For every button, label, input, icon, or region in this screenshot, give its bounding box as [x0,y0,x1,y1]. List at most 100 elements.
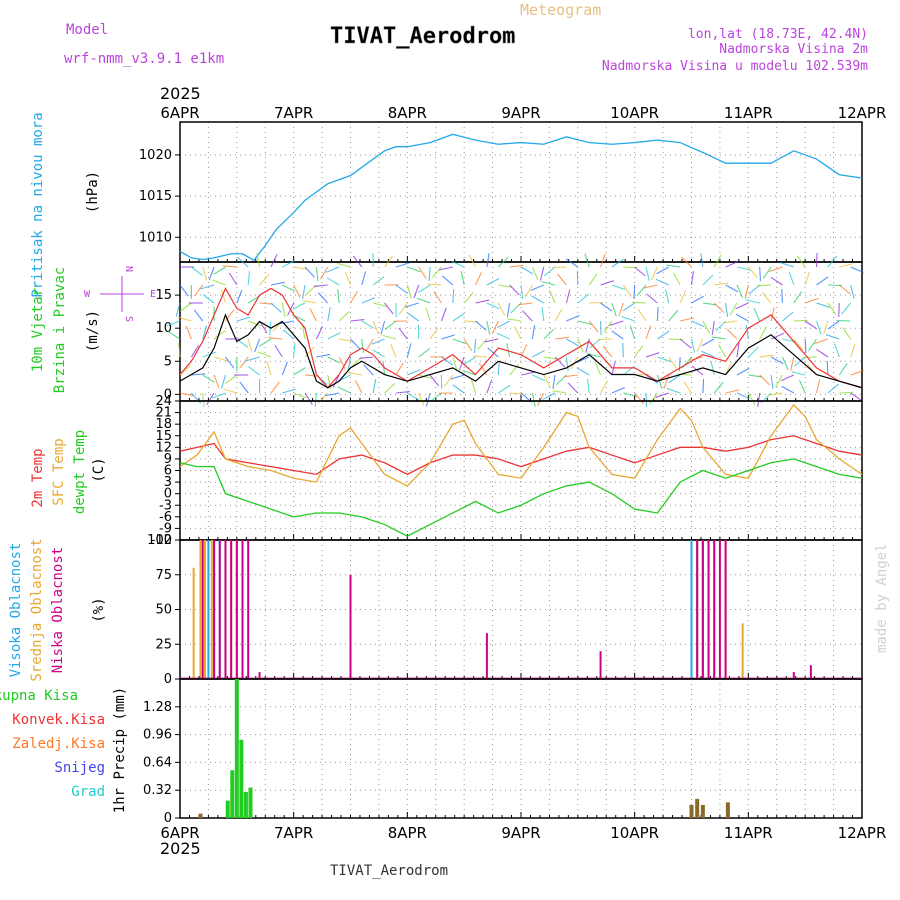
wind-arrow [463,356,476,366]
wind-arrow [382,334,397,340]
y-tick-label: 1020 [139,148,172,163]
wind-arrow [600,380,609,394]
wind-arrow [827,255,838,268]
wind-arrow [428,266,431,282]
wind-arrow [747,266,758,279]
precip-bar-total [230,770,235,818]
wind-arrow [838,284,851,295]
wind-arrow [361,271,367,286]
y-tick-label: 0.96 [143,728,172,743]
wind-arrow [666,264,681,268]
x-tick-label-top: 6APR [160,104,199,122]
wind-arrow [248,366,260,376]
precip-bar-total [243,791,248,818]
wind-arrow [191,373,206,376]
wind-arrow [497,384,511,394]
wind-arrow [282,284,296,292]
wind-arrow [611,330,624,340]
wind-arrow [623,392,638,397]
wind-arrow [407,266,421,273]
wind-arrow [270,302,282,313]
wind-arrow [646,293,658,304]
wind-arrow [475,299,490,304]
pressure-unit-label: (hPa) [85,171,101,213]
wind-arrow [475,320,487,331]
wind-arrow [336,262,351,268]
wind-arrow [497,320,510,329]
wind-arrow [237,257,249,268]
y-tick-label: 100 [147,533,172,548]
wind-arrow [416,297,431,304]
wind-arrow [208,266,215,281]
wind-arrow [557,273,567,286]
pressure-line [179,133,863,262]
wind-arrow [531,392,536,407]
y-tick-label: 24 [155,394,172,409]
wind-arrow [325,392,340,397]
wind-arrow [206,392,215,406]
wind-arrow [814,338,829,345]
wind-arrow [611,387,626,394]
wind-arrow [632,301,647,304]
wind-arrow [633,284,636,300]
wind-arrow [791,371,806,376]
panel-wind: 0 5 10 15 W E N S [84,252,865,408]
wind-arrow [315,266,319,281]
wind-arrow [781,385,795,394]
wind-arrow [793,338,804,351]
wind-arrow [317,392,329,404]
wind-arrow [726,328,738,340]
wind-arrow [531,295,545,304]
precip-bar-conv [198,813,203,818]
wind-arrow [798,379,806,394]
x-tick-label-bottom: 6APR [160,824,199,842]
wind-arrow [600,302,613,312]
wind-arrow [350,338,361,350]
wind-arrow [395,262,410,268]
wind-arrow [281,302,286,317]
x-tick-label-top: 7APR [274,104,313,122]
wind-arrow [834,343,840,358]
wind-arrow [808,338,817,351]
wind-arrow [384,320,397,331]
wind-arrow [713,302,725,314]
wind-arrow [282,388,296,394]
wind-arrow [452,312,465,322]
wind-arrow [236,289,243,304]
wind-arrow [736,284,744,299]
wind-arrow [735,313,749,322]
wind-arrow [541,307,545,322]
wind-arrow [839,263,853,268]
wind-arrow [701,338,715,347]
wind-arrow [325,266,340,273]
wind-arrow [179,365,191,376]
wind-arrow [202,266,208,281]
y-tick-label: 6 [164,464,172,479]
wind-arrow [371,338,385,345]
wind-arrow [293,284,301,298]
wind-arrow [839,391,854,394]
model-name: wrf-nmm_v3.9.1 e1km [64,51,224,67]
wind-arrow [463,338,473,352]
panel-pressure: 1010 1015 1020 [139,121,863,263]
wind-arrow [725,284,739,293]
wind-arrow [815,348,829,358]
credit-label: made by Angel [874,543,890,653]
wind-arrow [725,389,740,394]
wind-arrow [193,309,204,322]
year-top: 2025 [160,84,201,103]
y-tick-label: 15 [155,288,172,303]
wind-arrow [463,292,474,304]
wind-arrow [566,338,579,347]
wind-arrow [636,284,647,297]
wind-arrow [520,371,535,376]
wind-arrow [225,374,238,384]
wind-arrow [213,356,228,362]
wind-arrow [405,302,419,308]
wind-arrow [451,260,465,268]
wind-arrow [468,254,477,268]
wind-arrow [713,381,724,394]
wind-arrow [602,345,613,358]
x-tick-label-top: 12APR [838,104,887,122]
wind-arrow [498,284,513,288]
